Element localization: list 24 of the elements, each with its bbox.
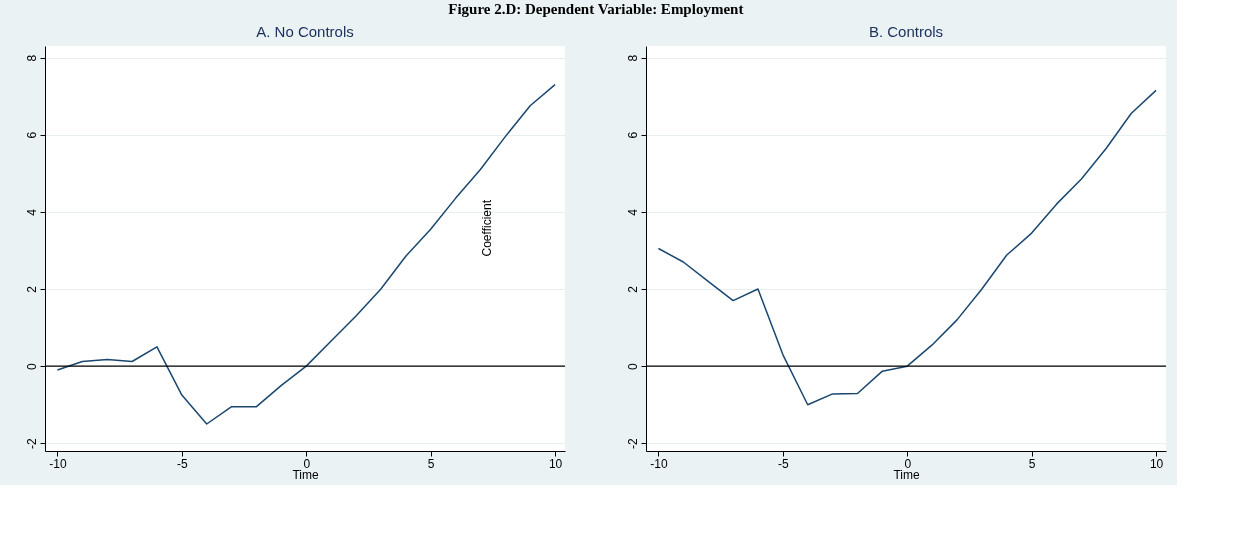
y-tick-label: 2 [24, 285, 39, 293]
y-tick-label: 4 [625, 208, 640, 216]
chart-title: B. Controls [868, 23, 944, 40]
x-tick-label: 10 [548, 456, 563, 471]
caption: Figure 2.D: Dependent Variable: Employment [448, 1, 744, 17]
chart-title: A. No Controls [256, 23, 354, 40]
x-tick-label: -5 [177, 456, 188, 471]
y-tick-label: 8 [625, 54, 640, 62]
y-tick-label: 2 [625, 285, 640, 293]
x-tick-label: 5 [427, 456, 435, 471]
x-tick-label: -10 [650, 456, 668, 471]
y-tick-label: 0 [24, 362, 39, 370]
y-tick-label: 4 [24, 208, 39, 216]
y-tick-label: 8 [24, 54, 39, 62]
y-tick-label: 6 [625, 131, 640, 139]
y-tick-label: 0 [625, 362, 640, 370]
x-tick-label: -5 [778, 456, 789, 471]
x-tick-label: 10 [1149, 456, 1164, 471]
y-tick-label: 6 [24, 131, 39, 139]
y-tick-label: -2 [625, 438, 640, 450]
x-tick-label: 5 [1028, 456, 1036, 471]
annotation: Coefficient [480, 199, 494, 257]
x-tick-label: -10 [49, 456, 67, 471]
y-tick-label: -2 [24, 438, 39, 450]
